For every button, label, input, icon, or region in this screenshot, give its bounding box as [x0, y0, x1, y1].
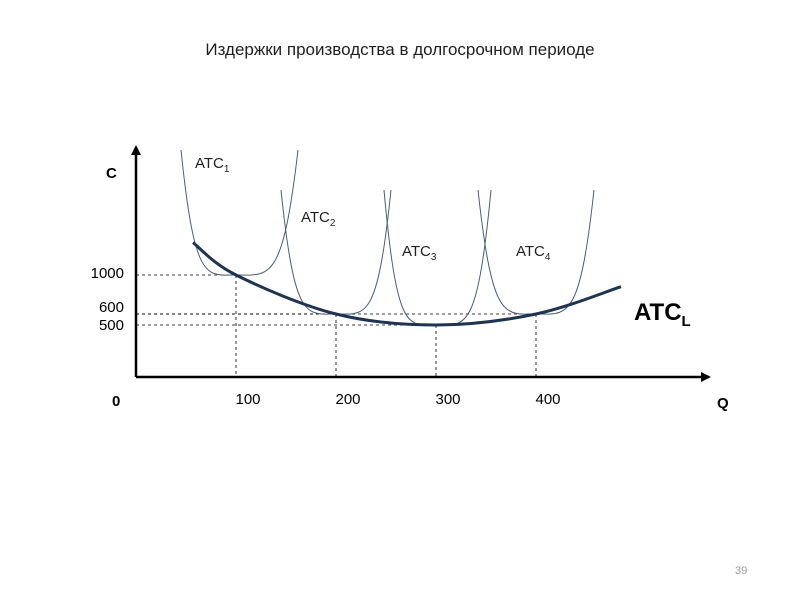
axes	[131, 145, 711, 382]
x-tick-label-300: 300	[435, 391, 460, 408]
x-tick-label-200: 200	[335, 391, 360, 408]
y-tick-label-1000: 1000	[91, 265, 124, 282]
x-axis-label: Q	[717, 395, 729, 412]
atc-label-4: ATC4	[516, 243, 551, 263]
short-run-curves	[180, 149, 595, 326]
atc-curve-2	[280, 189, 392, 315]
atc-long-run-label: ATCL	[634, 299, 691, 330]
atc-curve-3	[383, 189, 492, 326]
origin-label: 0	[112, 393, 120, 410]
slide-number: 39	[735, 565, 748, 577]
dashed-guides	[136, 274, 537, 377]
x-tick-label-400: 400	[535, 391, 560, 408]
y-tick-label-600: 600	[99, 299, 124, 316]
y-axis-label: C	[106, 165, 117, 182]
y-tick-label-500: 500	[99, 317, 124, 334]
long-run-curve	[192, 241, 622, 327]
atc-long-run-curve	[192, 241, 622, 327]
slide-title: Издержки производства в долгосрочном пер…	[205, 40, 595, 59]
atc-label-2: ATC2	[301, 209, 336, 229]
atc-label-1: ATC1	[195, 155, 230, 175]
atc-label-3: ATC3	[402, 243, 437, 263]
x-tick-label-100: 100	[235, 391, 260, 408]
chart-labels: ATC1 ATC2 ATC3 ATC4 ATCL C Q 0 100 200 300 400 50060…	[91, 155, 729, 412]
